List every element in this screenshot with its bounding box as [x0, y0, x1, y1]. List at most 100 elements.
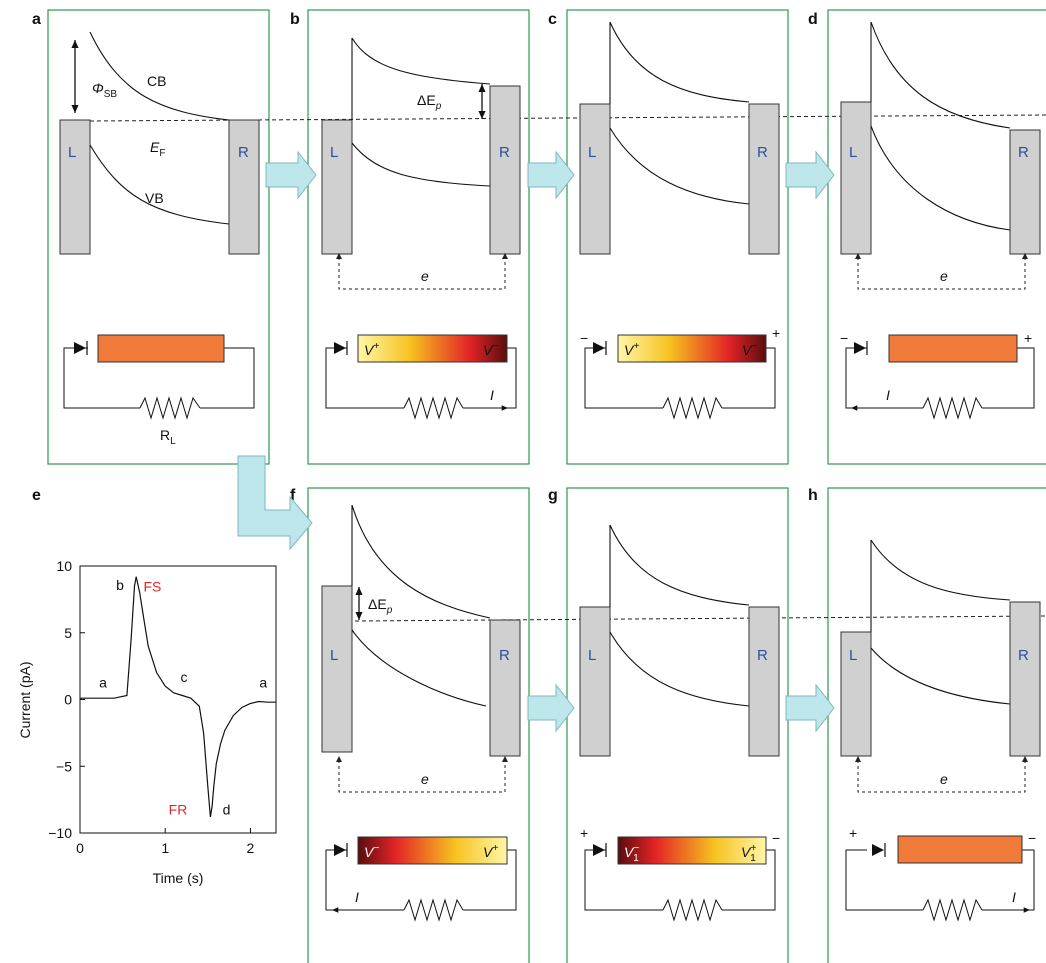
diode-symbol [334, 342, 346, 354]
electrode-right [228, 119, 260, 255]
panel-label-h: h [808, 487, 818, 504]
y-axis-label: Current (pA) [17, 661, 33, 738]
v1-minus-label: V− 1 [624, 843, 639, 864]
polarity-right: + [1024, 330, 1032, 346]
valence-band-curve [351, 629, 487, 707]
v-minus-label: V− [483, 341, 498, 358]
electrode-right-label: R [757, 647, 768, 664]
arrow-c-to-d [785, 150, 835, 200]
electrode-left-label: L [849, 144, 857, 161]
frame-c [566, 9, 789, 465]
panel-label-b: b [290, 11, 300, 28]
panel-label-d: d [808, 11, 818, 28]
conduction-band-curve [870, 21, 1011, 129]
panel-d: L R e − + I [840, 21, 1041, 420]
x-tick-label: 2 [247, 840, 255, 856]
polarity-left: + [580, 825, 588, 841]
valence-band-curve [89, 144, 230, 225]
current-label: I [1012, 889, 1016, 905]
v-plus-label: V+ [483, 843, 498, 860]
load-resistor [403, 396, 464, 420]
electrode-left-label: L [68, 144, 76, 161]
y-tick-label: 0 [64, 692, 72, 708]
chart-annotation: a [99, 674, 107, 690]
electrode-left [840, 631, 872, 757]
electrode-left [579, 606, 611, 757]
fermi-level-line-top [89, 114, 1046, 122]
polarity-right: + [772, 325, 780, 341]
valence-band-curve [609, 127, 750, 205]
panel-label-a: a [32, 11, 41, 28]
electron-path [338, 760, 506, 793]
frame-g [566, 487, 789, 963]
electron-arrowhead-left [855, 253, 861, 259]
chart-plot-area [79, 565, 277, 834]
y-tick-label: −10 [48, 825, 72, 841]
panel-c: L R V+ V− − + [579, 21, 780, 420]
electrode-right [748, 103, 780, 255]
panel-label-e: e [32, 487, 41, 504]
electrode-right-label: R [1018, 144, 1029, 161]
current-label: I [490, 387, 494, 403]
barrier-height-label: ΦSB [92, 80, 117, 100]
sample-bar [357, 836, 508, 865]
electron-label: e [421, 771, 429, 787]
chart-annotations: a b FS c FR d a [99, 577, 267, 817]
electrode-left [321, 119, 353, 255]
electrode-right-label: R [499, 144, 510, 161]
arrow-g-to-h [785, 683, 835, 733]
sample-bar [897, 835, 1023, 864]
polarity-left: + [849, 825, 857, 841]
electron-arrowhead-left [855, 756, 861, 762]
cb-label: CB [147, 73, 166, 89]
v-plus-label: V+ [364, 341, 379, 358]
y-tick-label: 5 [64, 625, 72, 641]
chart-annotation: FS [143, 578, 161, 594]
y-tick-label: 10 [56, 558, 72, 574]
arrow-a-to-f [237, 455, 313, 551]
valence-band-curve [609, 631, 750, 707]
current-label: I [886, 387, 890, 403]
chart-annotation: b [116, 577, 124, 593]
panel-label-g: g [548, 487, 558, 504]
panel-h: L R e + − I [840, 539, 1041, 922]
vb-label: VB [145, 190, 164, 206]
current-label: I [355, 889, 359, 905]
electron-path [338, 257, 506, 290]
electron-arrowhead-left [336, 253, 342, 259]
electron-label: e [421, 268, 429, 284]
load-resistor [139, 396, 201, 420]
y-axis: 10 5 0 −5 −10 [48, 558, 85, 841]
valence-band-curve [870, 125, 1011, 231]
sample-bar [888, 334, 1018, 363]
electrode-left [59, 119, 91, 255]
sample-bar [357, 334, 508, 363]
v-minus-label: V− [742, 341, 757, 358]
v-minus-label: V− [364, 843, 379, 860]
v-plus-label: V+ [624, 341, 639, 358]
panel-f: ΔEp L R e V− V+ I [321, 504, 521, 922]
electrode-left-label: L [849, 647, 857, 664]
electrode-right-label: R [1018, 647, 1029, 664]
electrode-left [579, 103, 611, 255]
y-tick-label: −5 [56, 758, 72, 774]
conduction-band-curve [870, 539, 1011, 632]
fermi-level-label: EF [150, 139, 165, 159]
frame-f [307, 487, 530, 963]
conduction-band-curve [89, 31, 230, 121]
electron-arrowhead-right [502, 756, 508, 762]
conduction-band-curve [351, 504, 491, 619]
panel-b: ΔEp L R e V+ V− I [321, 37, 521, 420]
load-resistor [922, 898, 983, 922]
diode-symbol [872, 844, 884, 856]
arrow-f-to-g [527, 683, 575, 733]
electrode-left [840, 101, 872, 255]
frame-h [827, 487, 1046, 963]
polarity-left: − [840, 330, 848, 346]
sample-bar [617, 334, 767, 363]
panel-g: L R V− 1 V+ 1 + − [579, 524, 780, 922]
electrode-right [1009, 601, 1041, 757]
electrode-left-label: L [330, 144, 338, 161]
electrode-right [489, 619, 521, 757]
diode-symbol [334, 844, 346, 856]
